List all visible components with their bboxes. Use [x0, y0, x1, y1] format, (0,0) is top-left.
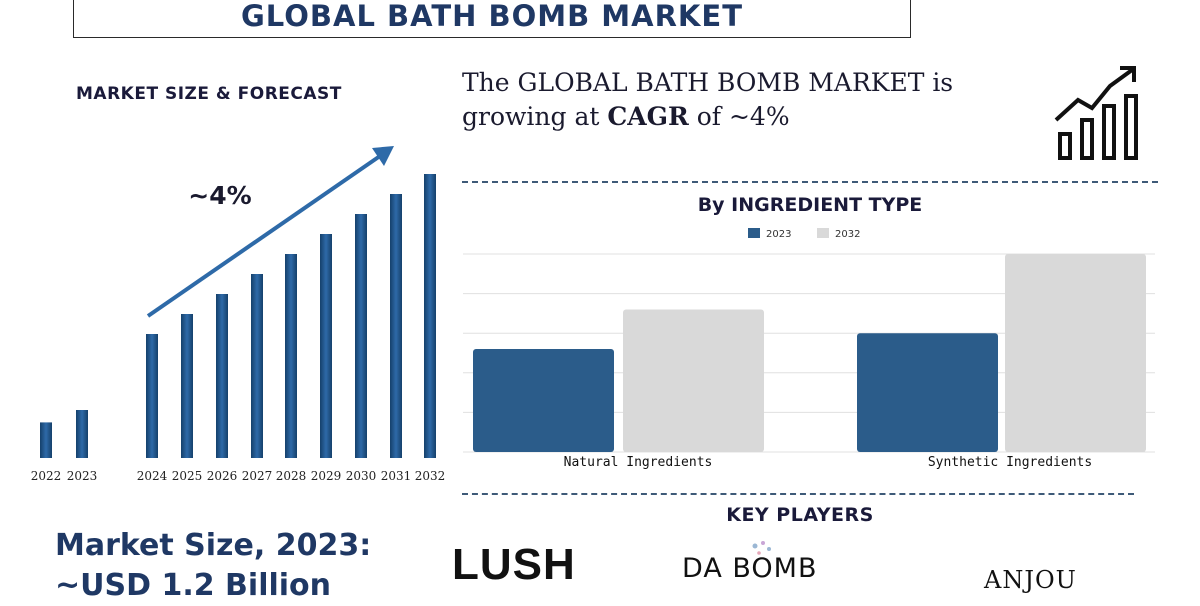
forecast-tick-2026: 2026: [207, 469, 238, 483]
forecast-bar-2024: [146, 334, 158, 458]
forecast-tick-2022: 2022: [31, 469, 62, 483]
legend-label-2023: 2023: [766, 229, 791, 240]
forecast-bar-2022: [40, 422, 52, 458]
market-size-line-1: Market Size, 2023:: [55, 528, 372, 563]
forecast-heading: MARKET SIZE & FORECAST: [76, 84, 342, 104]
trend-arrow-head: [372, 146, 394, 166]
market-size-line-2: ~USD 1.2 Billion: [55, 568, 332, 603]
divider-top: [462, 181, 1158, 183]
cagr-line-2-a: growing at: [462, 102, 608, 131]
ingredient-bar-1-2032: [1005, 254, 1146, 452]
cagr-label: CAGR: [607, 102, 689, 131]
ingredient-bar-0-2023: [473, 349, 614, 452]
forecast-bar-2023: [76, 410, 88, 458]
cagr-line-2-c: of ~4%: [688, 102, 790, 131]
legend-swatch-2023: [748, 228, 760, 238]
forecast-bar-2031: [390, 194, 402, 458]
ingredient-bar-1-2023: [857, 333, 998, 452]
forecast-tick-2024: 2024: [137, 469, 168, 483]
key-players-heading: KEY PLAYERS: [726, 504, 874, 526]
forecast-bar-2032: [424, 174, 436, 458]
trend-arrow-line: [146, 154, 382, 318]
cagr-line-2: growing at CAGR of ~4%: [462, 100, 1022, 134]
forecast-bar-2030: [355, 214, 367, 458]
player-da-bomb: DA BOMB: [682, 553, 818, 584]
forecast-tick-2027: 2027: [242, 469, 273, 483]
forecast-tick-2029: 2029: [311, 469, 342, 483]
forecast-chart: 2022 2023 2024 2025 2026 2027 2028 2029 2030 2031…: [31, 146, 446, 483]
growth-chart-icon: [1054, 66, 1138, 160]
cagr-statement: The GLOBAL BATH BOMB MARKET is growing a…: [462, 66, 1022, 134]
market-size-callout: Market Size, 2023: ~USD 1.2 Billion: [55, 526, 415, 606]
forecast-tick-2025: 2025: [172, 469, 203, 483]
player-lush: LUSH: [452, 540, 576, 589]
ingredient-category-label: Natural Ingredients: [564, 455, 713, 470]
cagr-line-1: The GLOBAL BATH BOMB MARKET is: [462, 68, 954, 97]
forecast-bar-2029: [320, 234, 332, 458]
title-box: GLOBAL BATH BOMB MARKET: [73, 0, 911, 38]
player-anjou: ANJOU: [984, 566, 1077, 594]
forecast-bar-2027: [251, 274, 263, 458]
ingredient-heading: By INGREDIENT TYPE: [697, 194, 923, 216]
ingredient-category-label: Synthetic Ingredients: [928, 455, 1092, 470]
legend-swatch-2032: [817, 228, 829, 238]
forecast-tick-2028: 2028: [276, 469, 307, 483]
ingredient-chart: 2023 2032 Natural Ingredients Synthetic Ing…: [463, 228, 1155, 470]
forecast-tick-2032: 2032: [415, 469, 446, 483]
forecast-bar-2026: [216, 294, 228, 458]
page-title: GLOBAL BATH BOMB MARKET: [241, 0, 743, 33]
da-bomb-sparkle-icon: [752, 541, 771, 555]
ingredient-bar-0-2032: [623, 309, 764, 452]
divider-bottom: [462, 493, 1134, 495]
forecast-bar-2028: [285, 254, 297, 458]
legend-label-2032: 2032: [835, 229, 860, 240]
forecast-tick-2023: 2023: [67, 469, 98, 483]
cagr-annotation: ~4%: [188, 181, 251, 210]
forecast-tick-2030: 2030: [346, 469, 377, 483]
forecast-bar-2025: [181, 314, 193, 458]
forecast-tick-2031: 2031: [381, 469, 412, 483]
